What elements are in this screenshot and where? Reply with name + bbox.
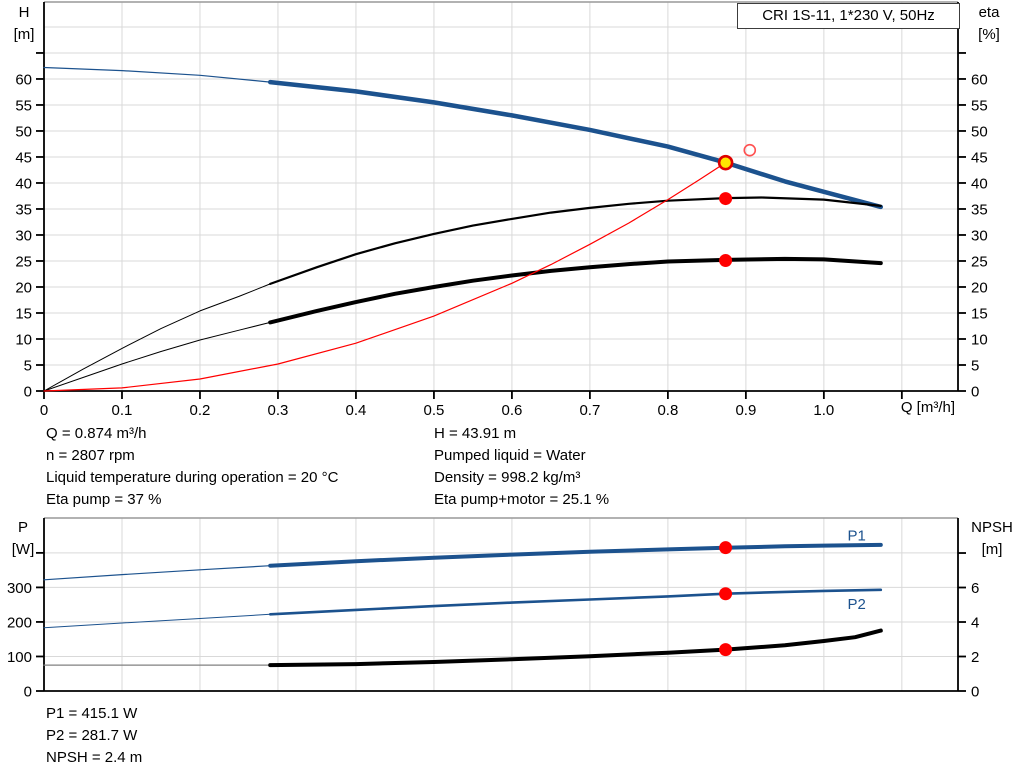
operating-point-info-right: H = 43.91 m Pumped liquid = Water Densit…	[434, 423, 609, 511]
right-tick-label: 10	[971, 331, 988, 348]
x-tick-label: 0.1	[112, 402, 133, 419]
left-tick-label: 5	[24, 357, 32, 374]
right-tick-label: 0	[971, 684, 979, 701]
left-tick-label: 45	[15, 149, 32, 166]
right-tick-label: 35	[971, 201, 988, 218]
power-npsh-chart: 0 100 200 300 0 2 4 6 P1 P2	[7, 517, 979, 701]
left-tick-label: 20	[15, 279, 32, 296]
right-tick-label: 50	[971, 123, 988, 140]
eta-pump-motor-curve-thin	[43, 321, 271, 392]
npsh-axis-title: NPSH	[971, 519, 1013, 536]
x-tick-label: 0.3	[268, 402, 289, 419]
x-tick-label: 0.5	[424, 402, 445, 419]
right-tick-label: 2	[971, 649, 979, 666]
p-axis-unit: [W]	[11, 541, 35, 558]
left-tick-label: 40	[15, 175, 32, 192]
right-tick-label: 5	[971, 357, 979, 374]
duty-point[interactable]	[717, 154, 734, 171]
left-tick-label: 25	[15, 253, 32, 270]
pump-curve-chart: 0 5 10 15 20 25 30 35 40 45 50 55 60 0 5 10 15 20 25 30 35 40…	[15, 1, 988, 419]
info-p1: P1 = 415.1 W	[46, 705, 138, 722]
series-label-p2: P2	[847, 596, 865, 613]
left-tick-label: 15	[15, 305, 32, 322]
x-tick-label: 0.2	[190, 402, 211, 419]
h-curve	[267, 79, 884, 210]
x-tick-label: 0.8	[657, 402, 678, 419]
h-axis-unit: [m]	[13, 26, 35, 43]
power-info: P1 = 415.1 W P2 = 281.7 W NPSH = 2.4 m	[46, 703, 142, 769]
q-axis-label: Q [m³/h]	[900, 399, 955, 416]
x-tick-label: 0	[40, 402, 48, 419]
p-axis-title: P	[17, 519, 28, 536]
h-curve-thin	[43, 66, 271, 83]
eta-pump-motor-point	[719, 253, 733, 267]
left-tick-label: 0	[24, 384, 32, 401]
npsh-point	[719, 643, 733, 657]
x-tick-label: 0.7	[579, 402, 600, 419]
eta-axis-unit: [%]	[978, 26, 1000, 43]
info-liquid-temperature: Liquid temperature during operation = 20…	[46, 469, 339, 486]
p1-point	[719, 541, 733, 555]
info-q: Q = 0.874 m³/h	[46, 425, 147, 442]
eta-pump-curve	[269, 196, 882, 285]
x-tick-label: 0.6	[501, 402, 522, 419]
left-tick-label: 10	[15, 331, 32, 348]
info-speed: n = 2807 rpm	[46, 447, 135, 464]
h-axis-label: H [m]	[2, 2, 46, 46]
x-tick-label: 0.4	[346, 402, 367, 419]
left-tick-label: 55	[15, 97, 32, 114]
info-eta-pump: Eta pump = 37 %	[46, 491, 162, 508]
info-pumped-liquid: Pumped liquid = Water	[434, 447, 586, 464]
p-axis-label: P [W]	[0, 517, 46, 561]
right-tick-label: 20	[971, 279, 988, 296]
npsh-axis-unit: [m]	[981, 541, 1003, 558]
info-npsh: NPSH = 2.4 m	[46, 749, 143, 766]
eta-pump-motor-curve	[268, 256, 883, 325]
right-tick-label: 6	[971, 580, 979, 597]
h-axis-title: H	[18, 4, 30, 21]
eta-pump-point	[719, 192, 733, 206]
info-p2: P2 = 281.7 W	[46, 727, 138, 744]
right-tick-label: 45	[971, 149, 988, 166]
info-eta-pump-motor: Eta pump+motor = 25.1 %	[434, 491, 610, 508]
npsh-axis-label: NPSH [m]	[962, 517, 1022, 561]
right-tick-label: 15	[971, 305, 988, 322]
left-tick-label: 0	[24, 684, 32, 701]
right-tick-label: 30	[971, 227, 988, 244]
p1-curve	[268, 542, 883, 568]
info-density: Density = 998.2 kg/m³	[434, 469, 581, 486]
system-curve	[43, 162, 727, 392]
p1-curve-thin	[43, 565, 271, 581]
series-label-p1: P1	[847, 528, 865, 545]
left-tick-label: 60	[15, 71, 32, 88]
p2-curve	[268, 588, 883, 616]
p2-curve-thin	[43, 613, 271, 629]
left-tick-label: 200	[7, 614, 32, 631]
left-tick-label: 100	[7, 649, 32, 666]
x-tick-label: 1.0	[813, 402, 834, 419]
title-box: CRI 1S-11, 1*230 V, 50Hz	[737, 3, 960, 29]
right-tick-label: 55	[971, 97, 988, 114]
right-tick-label: 0	[971, 384, 979, 401]
x-tick-label: 0.9	[735, 402, 756, 419]
info-head: H = 43.91 m	[434, 425, 517, 442]
left-tick-label: 300	[7, 580, 32, 597]
eta-axis-title: eta	[978, 4, 1000, 21]
npsh-curve	[268, 628, 883, 668]
left-tick-label: 50	[15, 123, 32, 140]
operating-point-info-left: Q = 0.874 m³/h n = 2807 rpm Liquid tempe…	[46, 423, 338, 511]
eta-pump-curve-thin	[43, 283, 271, 392]
requested-duty-point	[743, 143, 757, 157]
right-tick-label: 40	[971, 175, 988, 192]
left-tick-label: 35	[15, 201, 32, 218]
left-tick-label: 30	[15, 227, 32, 244]
right-tick-label: 25	[971, 253, 988, 270]
right-tick-label: 60	[971, 71, 988, 88]
right-tick-label: 4	[971, 615, 979, 632]
eta-axis-label: eta [%]	[964, 2, 1014, 46]
p2-point	[719, 587, 733, 601]
